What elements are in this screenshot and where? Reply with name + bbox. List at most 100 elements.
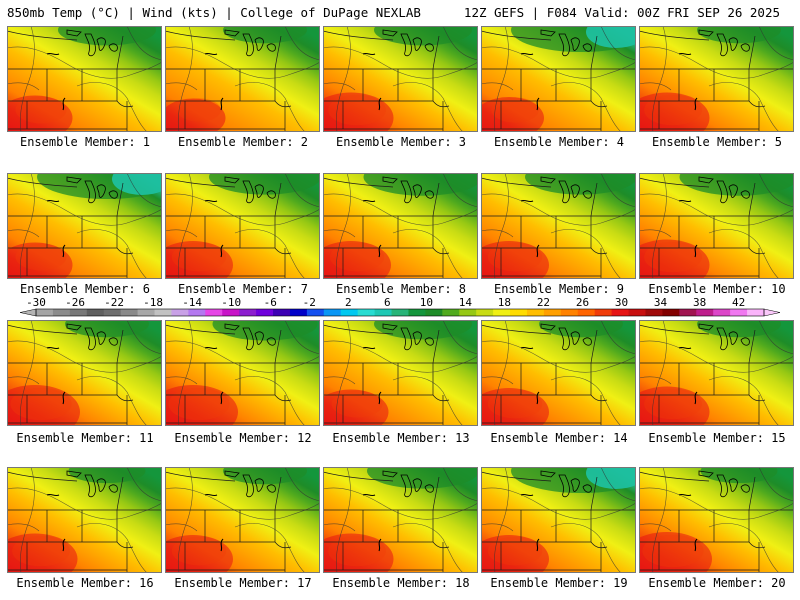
colorbar-swatch [526, 309, 545, 316]
colorbar-swatch [120, 309, 139, 316]
temperature-map [165, 26, 320, 132]
colorbar-swatch [713, 309, 731, 316]
temperature-map [165, 320, 320, 426]
temperature-map [165, 173, 320, 279]
ensemble-member-label: Ensemble Member: 2 [177, 135, 309, 149]
ensemble-panel [165, 320, 320, 426]
ensemble-member-label: Ensemble Member: 1 [19, 135, 151, 149]
colorbar-swatch [408, 309, 426, 316]
colorbar-swatch [205, 309, 223, 316]
ensemble-member-label: Ensemble Member: 6 [19, 282, 151, 296]
colorbar-swatch [730, 309, 748, 316]
ensemble-panel [323, 320, 478, 426]
colorbar-swatch [662, 309, 680, 316]
ensemble-panel [165, 173, 320, 279]
colorbar-swatch [459, 309, 477, 316]
colorbar-tick-label: 42 [732, 296, 745, 309]
colorbar-swatch [137, 309, 156, 316]
colorbar-swatch [476, 309, 494, 316]
temperature-map [481, 467, 636, 573]
ensemble-panel [323, 26, 478, 132]
temperature-map [481, 173, 636, 279]
colorbar-tick-label: 22 [537, 296, 550, 309]
ensemble-member-label: Ensemble Member: 18 [332, 576, 470, 590]
colorbar-swatch [36, 309, 54, 316]
ensemble-member-label: Ensemble Member: 20 [648, 576, 786, 590]
colorbar-tick-label: 26 [576, 296, 589, 309]
ensemble-member-label: Ensemble Member: 3 [335, 135, 467, 149]
ensemble-panel [7, 173, 162, 279]
colorbar-swatch [52, 309, 71, 316]
colorbar-swatch [391, 309, 409, 316]
temperature-map [639, 26, 794, 132]
ensemble-member-label: Ensemble Member: 17 [174, 576, 312, 590]
ensemble-panel [639, 467, 794, 573]
colorbar-swatch [594, 309, 613, 316]
ensemble-panel [481, 26, 636, 132]
temperature-map [7, 320, 162, 426]
temperature-map [7, 467, 162, 573]
temperature-map [481, 26, 636, 132]
ensemble-member-label: Ensemble Member: 11 [16, 431, 154, 445]
colorbar-tick-label: -18 [143, 296, 163, 309]
ensemble-member-label: Ensemble Member: 10 [648, 282, 786, 296]
colorbar-swatch [543, 309, 562, 316]
colorbar-swatch [154, 309, 172, 316]
ensemble-panel [7, 467, 162, 573]
colorbar-swatch [747, 309, 765, 316]
colorbar-swatch [273, 309, 291, 316]
temperature-map [323, 173, 478, 279]
ensemble-panel [323, 173, 478, 279]
temperature-map [165, 467, 320, 573]
ensemble-panel [481, 467, 636, 573]
colorbar-tick-label: 2 [345, 296, 352, 309]
ensemble-member-label: Ensemble Member: 14 [490, 431, 628, 445]
ensemble-member-label: Ensemble Member: 12 [174, 431, 312, 445]
colorbar-tick-label: 6 [384, 296, 391, 309]
colorbar-swatch [239, 309, 257, 316]
colorbar-tick-label: 34 [654, 296, 668, 309]
ensemble-panel [165, 467, 320, 573]
ensemble-member-label: Ensemble Member: 7 [177, 282, 309, 296]
ensemble-panel [323, 467, 478, 573]
colorbar-tick-label: -22 [104, 296, 124, 309]
colorbar-swatch [103, 309, 122, 316]
colorbar-min-arrow [19, 308, 37, 317]
ensemble-member-label: Ensemble Member: 13 [332, 431, 470, 445]
colorbar-tick-label: -6 [264, 296, 277, 309]
colorbar-swatch [256, 309, 274, 316]
colorbar-tick-label: -30 [26, 296, 46, 309]
ensemble-panel [481, 320, 636, 426]
temperature-map [323, 320, 478, 426]
ensemble-member-label: Ensemble Member: 8 [335, 282, 467, 296]
temperature-map [639, 320, 794, 426]
colorbar-swatch [374, 309, 393, 316]
ensemble-panel [639, 320, 794, 426]
colorbar-swatch [493, 309, 511, 316]
colorbar-swatch [340, 309, 359, 316]
temperature-map [7, 173, 162, 279]
colorbar-swatch [69, 309, 88, 316]
temperature-map [323, 467, 478, 573]
ensemble-panel [7, 320, 162, 426]
colorbar-swatch [628, 309, 646, 316]
colorbar-swatch [560, 309, 579, 316]
temperature-map [639, 173, 794, 279]
ensemble-panel [165, 26, 320, 132]
colorbar-tick-label: 18 [498, 296, 511, 309]
colorbar-swatch [306, 309, 325, 316]
ensemble-panel [639, 26, 794, 132]
colorbar-swatch [611, 309, 630, 316]
colorbar-swatch [222, 309, 240, 316]
colorbar-swatch [86, 309, 105, 316]
ensemble-panel [639, 173, 794, 279]
ensemble-member-label: Ensemble Member: 15 [648, 431, 786, 445]
colorbar-swatch [510, 309, 528, 316]
colorbar-swatch [442, 309, 460, 316]
temperature-map [639, 467, 794, 573]
temperature-map [7, 26, 162, 132]
colorbar-swatch [645, 309, 663, 316]
colorbar-tick-label: 30 [615, 296, 628, 309]
ensemble-panel [7, 26, 162, 132]
colorbar-tick-label: -10 [221, 296, 241, 309]
